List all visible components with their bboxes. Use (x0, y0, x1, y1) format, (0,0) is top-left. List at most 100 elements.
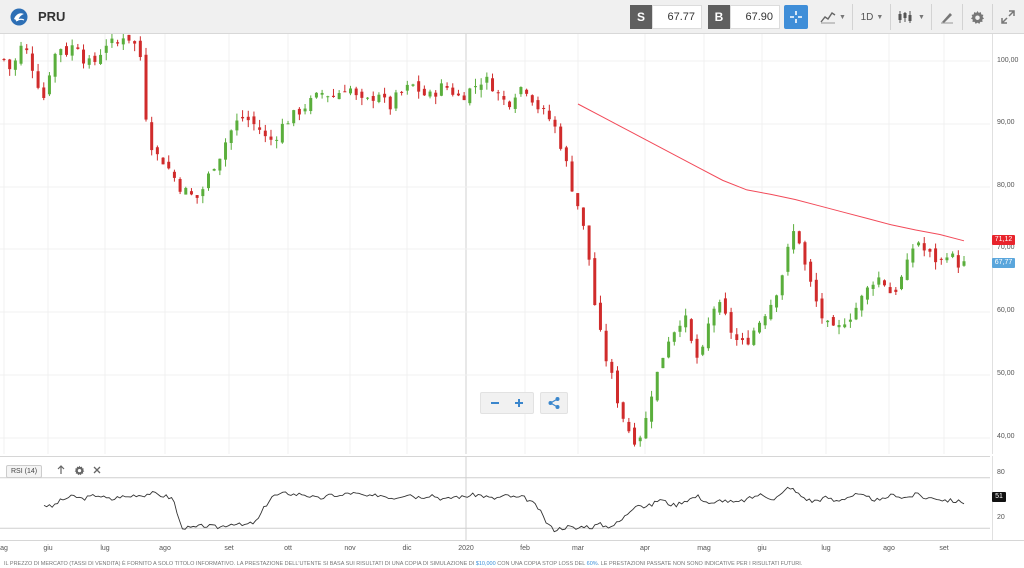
candle-body (235, 120, 239, 131)
current-price-flag: 67,77 (992, 258, 1015, 268)
candle-body (82, 49, 86, 64)
arrow-up-icon (57, 465, 65, 474)
candle-body (286, 123, 290, 125)
candle-body (576, 193, 580, 207)
crosshair-button[interactable] (784, 5, 808, 29)
price-chart[interactable] (0, 34, 990, 454)
moving-average-line (577, 103, 965, 242)
candle-body (519, 87, 523, 95)
candle-body (155, 147, 159, 155)
candle-body (70, 45, 74, 56)
candle-body (314, 92, 318, 98)
candle-body (587, 225, 591, 260)
buy-price: 67.90 (745, 11, 773, 23)
candle-body (246, 116, 250, 121)
rsi-chart[interactable] (0, 457, 990, 541)
candle-body (922, 243, 926, 251)
candle-body (269, 136, 273, 140)
candle-body (337, 93, 341, 100)
zoom-in-icon[interactable] (507, 394, 531, 412)
candle-body (218, 158, 222, 171)
candle-body (326, 96, 330, 98)
candle-body (695, 338, 699, 358)
buy-price-box[interactable]: 67.90 (730, 5, 780, 29)
disclaimer-part: IL PREZZO DI MERCATO (TASSI DI VENDITA) … (4, 561, 476, 567)
close-icon (93, 466, 101, 474)
moving-average-price-flag: 71,12 (992, 235, 1015, 245)
candle-body (144, 54, 148, 120)
rsi-move-up-button[interactable] (54, 463, 68, 477)
candle-body (792, 231, 796, 250)
candle-body (8, 59, 12, 70)
rsi-label[interactable]: RSI (14) (6, 465, 43, 478)
candle-body (508, 101, 512, 108)
candle-body (485, 76, 489, 83)
disclaimer-percent: 60% (586, 561, 598, 567)
rsi-close-button[interactable] (90, 463, 104, 477)
candle-body (939, 258, 943, 260)
fullscreen-button[interactable] (996, 5, 1020, 29)
candle-body (536, 100, 540, 110)
candle-body (735, 334, 739, 340)
timeframe-select[interactable]: 1D ▼ (858, 5, 886, 29)
candle-body (553, 119, 557, 127)
price-tick: 50,00 (997, 370, 1015, 377)
candle-body (394, 92, 398, 109)
candle-body (258, 127, 262, 130)
candle-body (371, 95, 375, 101)
sell-price: 67.77 (667, 11, 695, 23)
sell-price-box[interactable]: 67.77 (652, 5, 702, 29)
candle-body (633, 427, 637, 445)
candle-body (769, 304, 773, 320)
candle-body (224, 142, 228, 160)
settings-button[interactable] (966, 5, 988, 29)
candle-style-button[interactable]: ▼ (895, 5, 927, 29)
time-tick: set (224, 545, 234, 552)
candle-body (911, 248, 915, 263)
rsi-settings-button[interactable] (72, 463, 86, 477)
candle-body (865, 287, 869, 300)
candle-body (871, 284, 875, 289)
candle-body (934, 248, 938, 263)
candle-body (917, 242, 921, 246)
candle-body (593, 258, 597, 306)
candle-body (621, 402, 625, 419)
time-tick: ott (284, 545, 292, 552)
candle-body (945, 257, 949, 261)
candle-body (900, 276, 904, 290)
candle-body (826, 320, 830, 323)
candle-body (451, 87, 455, 95)
price-tick: 100,00 (997, 57, 1019, 64)
rsi-panel: RSI (14) (0, 456, 990, 541)
candle-body (87, 58, 91, 65)
draw-tools-button[interactable] (934, 5, 960, 29)
candle-body (104, 45, 108, 53)
candle-body (93, 55, 97, 62)
candle-body (740, 338, 744, 341)
chart-type-button[interactable]: ▼ (818, 5, 848, 29)
candle-body (428, 91, 432, 97)
candle-body (775, 295, 779, 308)
candle-body (206, 173, 210, 189)
candle-body (513, 97, 517, 109)
gear-icon (74, 465, 84, 475)
zoom-out-icon[interactable] (483, 394, 507, 412)
candlestick-icon (898, 11, 912, 23)
candle-body (434, 92, 438, 97)
sell-tag[interactable]: S (630, 5, 652, 29)
draw-icon (941, 13, 953, 24)
instrument-symbol: PRU (38, 9, 66, 24)
candle-body (320, 92, 324, 95)
candle-body (383, 93, 387, 98)
candle-body (610, 361, 614, 373)
rsi-current-flag: 51 (992, 492, 1006, 502)
candle-body (354, 88, 358, 96)
candle-body (64, 46, 68, 55)
candle-body (803, 242, 807, 265)
candle-body (138, 40, 142, 58)
candle-body (59, 49, 63, 56)
buy-tag[interactable]: B (708, 5, 730, 29)
share-button[interactable] (540, 392, 568, 414)
disclaimer-amount: $10,000 (475, 561, 496, 567)
zoom-controls (480, 392, 534, 414)
